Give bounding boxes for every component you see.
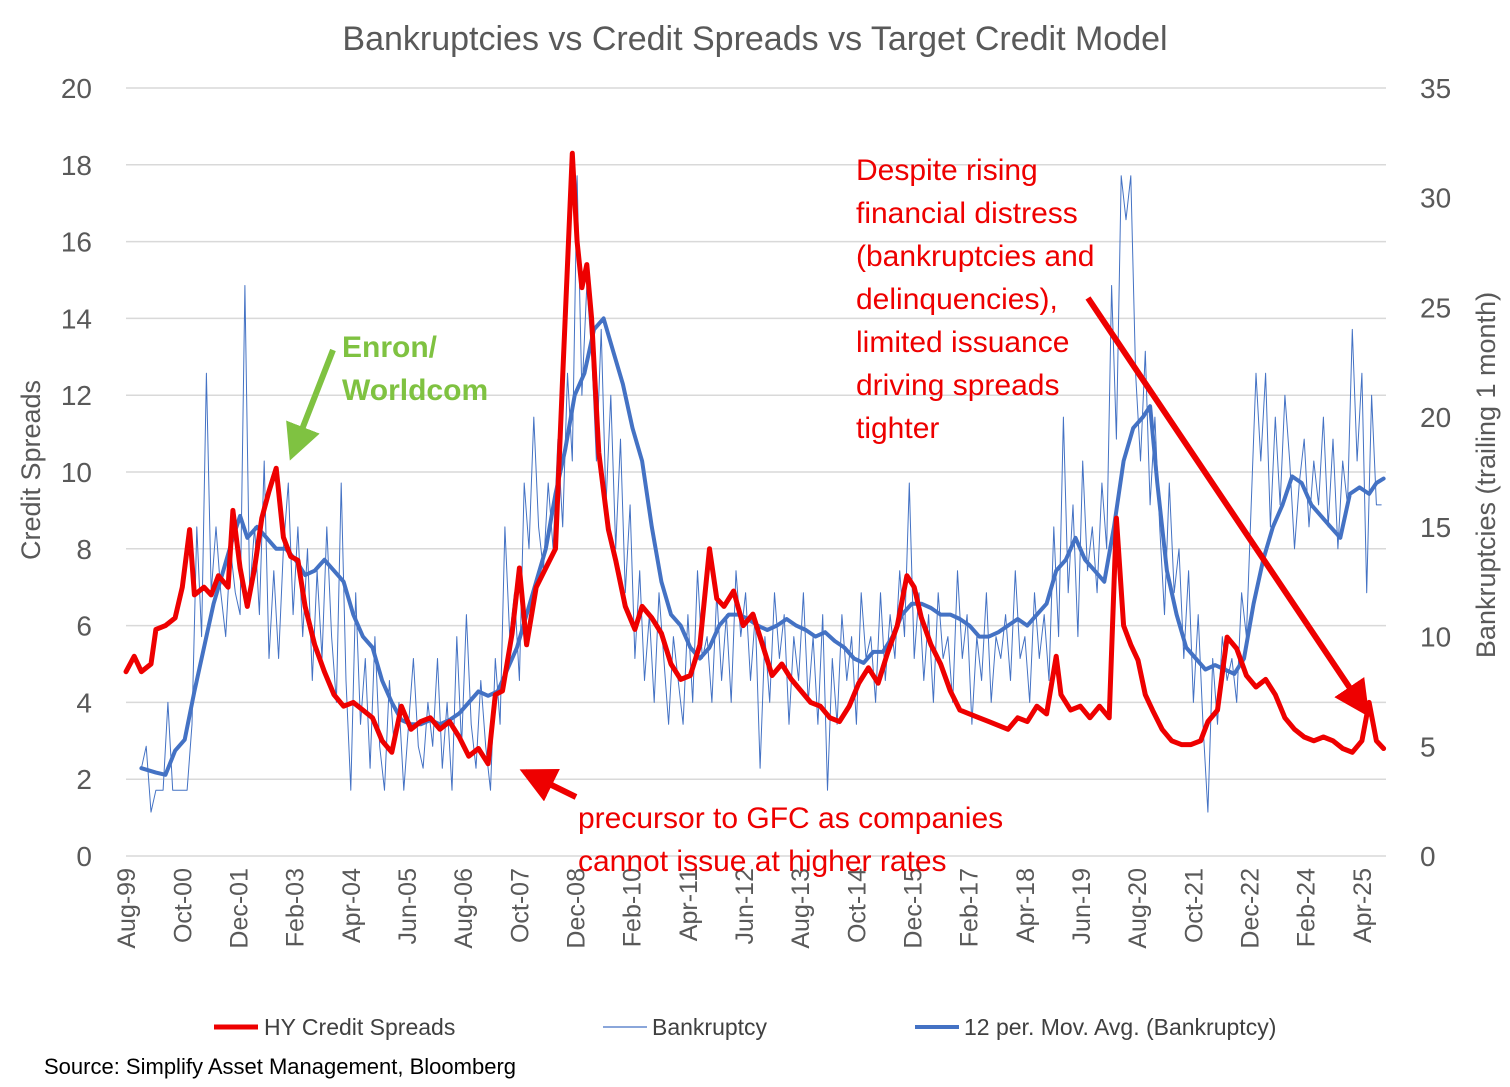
annotation-despite-line-2: financial distress: [856, 197, 1078, 230]
y2-tick-label-6: 30: [1420, 183, 1451, 214]
annotation-despite-line-5: limited issuance: [856, 326, 1069, 359]
y2-tick-label-4: 20: [1420, 402, 1451, 433]
annotation-despite-line-7: tighter: [856, 412, 939, 445]
x-tick-label-7: Oct-07: [506, 868, 534, 943]
x-tick-label-21: Feb-24: [1293, 868, 1321, 947]
legend-label-bankruptcy: Bankruptcy: [652, 1014, 768, 1040]
y2-tick-label-3: 15: [1420, 512, 1451, 543]
y-axis-right-title: Bankruptcies (trailing 1 month): [1471, 292, 1501, 658]
annotation-gfc-line-2: cannot issue at higher rates: [578, 845, 947, 878]
y2-tick-label-7: 35: [1420, 73, 1451, 104]
x-tick-label-12: Aug-13: [787, 868, 815, 949]
x-tick-label-18: Aug-20: [1124, 868, 1152, 949]
x-tick-label-4: Apr-04: [338, 868, 366, 943]
legend-label-hy-credit-spreads: HY Credit Spreads: [264, 1014, 455, 1040]
legend-label-moving-average: 12 per. Mov. Avg. (Bankruptcy): [964, 1014, 1276, 1040]
x-tick-label-22: Apr-25: [1349, 868, 1377, 943]
x-tick-label-8: Dec-08: [563, 868, 591, 949]
y-tick-label-7: 14: [61, 303, 92, 334]
x-tick-label-2: Dec-01: [226, 868, 254, 949]
annotation-despite-arrow: [1085, 296, 1370, 717]
y-tick-label-0: 0: [76, 841, 92, 872]
annotation-despite-line-6: driving spreads: [856, 369, 1059, 402]
y-tick-label-3: 6: [76, 611, 92, 642]
y-tick-label-8: 16: [61, 227, 92, 258]
x-tick-label-11: Jun-12: [731, 868, 759, 944]
y-axis-left-title: Credit Spreads: [16, 380, 46, 560]
y-tick-label-1: 2: [76, 764, 92, 795]
x-tick-label-3: Feb-03: [282, 868, 310, 947]
y-tick-label-6: 12: [61, 380, 92, 411]
series-line-hy-credit-spreads: [123, 150, 1387, 767]
y-tick-label-9: 18: [61, 150, 92, 181]
y-axis-right-ticks: 0 5 10 15 20 25 30 35: [1420, 73, 1451, 872]
x-tick-label-10: Apr-11: [675, 868, 703, 941]
y2-tick-label-2: 10: [1420, 622, 1451, 653]
x-tick-label-19: Oct-21: [1180, 868, 1208, 943]
x-tick-label-1: Oct-00: [169, 868, 197, 943]
annotation-enron-line-2: Worldcom: [342, 374, 488, 407]
chart-title: Bankruptcies vs Credit Spreads vs Target…: [342, 20, 1167, 58]
annotation-enron: Enron/ Worldcom: [286, 331, 488, 461]
annotation-enron-arrow: [286, 348, 336, 461]
y-tick-label-10: 20: [61, 73, 92, 104]
annotation-despite-line-3: (bankruptcies and: [856, 240, 1094, 273]
legend: HY Credit Spreads Bankruptcy 12 per. Mov…: [214, 1014, 1276, 1040]
y-tick-label-4: 8: [76, 534, 92, 565]
y2-tick-label-0: 0: [1420, 841, 1436, 872]
y-tick-label-2: 4: [76, 687, 92, 718]
y2-tick-label-1: 5: [1420, 731, 1436, 762]
x-tick-label-6: Aug-06: [450, 868, 478, 949]
x-tick-label-5: Jun-05: [394, 868, 422, 944]
x-tick-label-17: Jun-19: [1068, 868, 1096, 944]
x-tick-label-15: Feb-17: [956, 868, 984, 947]
x-tick-label-16: Apr-18: [1012, 868, 1040, 943]
y2-tick-label-5: 25: [1420, 292, 1451, 323]
y-tick-label-5: 10: [61, 457, 92, 488]
series-line-bankruptcy: [140, 175, 1382, 813]
series-group: [123, 150, 1387, 813]
x-tick-label-9: Feb-10: [619, 868, 647, 947]
x-axis-ticks: Aug-99 Oct-00 Dec-01 Feb-03 Apr-04 Jun-05 Aug-…: [113, 868, 1377, 949]
x-tick-label-0: Aug-99: [113, 868, 141, 949]
x-tick-label-13: Oct-14: [843, 868, 871, 943]
y-axis-left-ticks: 0 2 4 6 8 10 12 14 16 18 20: [61, 73, 92, 872]
annotation-gfc-arrow: [519, 769, 578, 802]
annotation-despite-line-1: Despite rising: [856, 154, 1038, 187]
x-tick-label-20: Dec-22: [1237, 868, 1265, 949]
source-note: Source: Simplify Asset Management, Bloom…: [44, 1054, 516, 1079]
x-tick-label-14: Dec-15: [900, 868, 928, 949]
annotation-despite-line-4: delinquencies),: [856, 283, 1058, 316]
series-line-12-per-mov-avg-bankruptcy: [139, 316, 1386, 777]
annotation-gfc: precursor to GFC as companies cannot iss…: [519, 769, 1003, 878]
annotation-enron-line-1: Enron/: [342, 331, 438, 364]
annotation-gfc-line-1: precursor to GFC as companies: [578, 802, 1003, 835]
annotation-despite: Despite rising financial distress (bankr…: [856, 154, 1370, 717]
